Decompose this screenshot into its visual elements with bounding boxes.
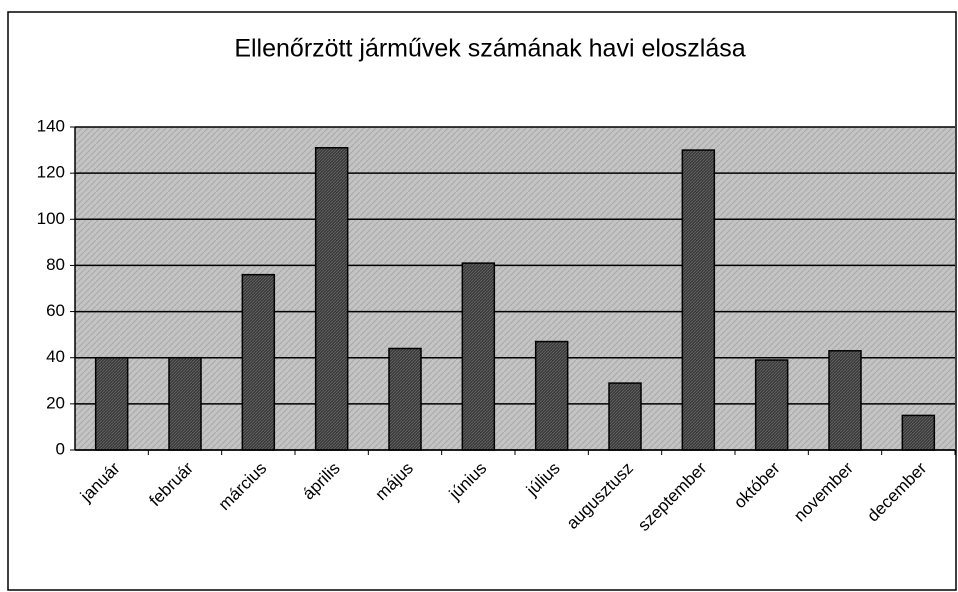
y-tick-label: 140 — [37, 116, 65, 135]
bar — [461, 262, 496, 451]
bar — [608, 382, 642, 451]
chart-title: Ellenőrzött járművek számának havi elosz… — [234, 35, 745, 63]
bar — [754, 359, 789, 451]
bar — [681, 149, 716, 451]
y-tick-label: 0 — [56, 439, 65, 458]
bar — [388, 347, 422, 451]
y-tick-label: 80 — [46, 255, 65, 274]
bar — [534, 340, 569, 451]
bar — [828, 350, 862, 451]
bar — [94, 356, 129, 451]
bar — [314, 147, 349, 451]
y-tick-label: 20 — [46, 393, 65, 412]
bar — [241, 273, 276, 451]
bar — [901, 414, 936, 451]
bar — [168, 356, 202, 451]
y-tick-label: 120 — [37, 163, 65, 182]
y-tick-label: 60 — [46, 301, 65, 320]
y-tick-label: 40 — [46, 347, 65, 366]
y-tick-label: 100 — [37, 209, 65, 228]
plot-area — [75, 127, 955, 450]
